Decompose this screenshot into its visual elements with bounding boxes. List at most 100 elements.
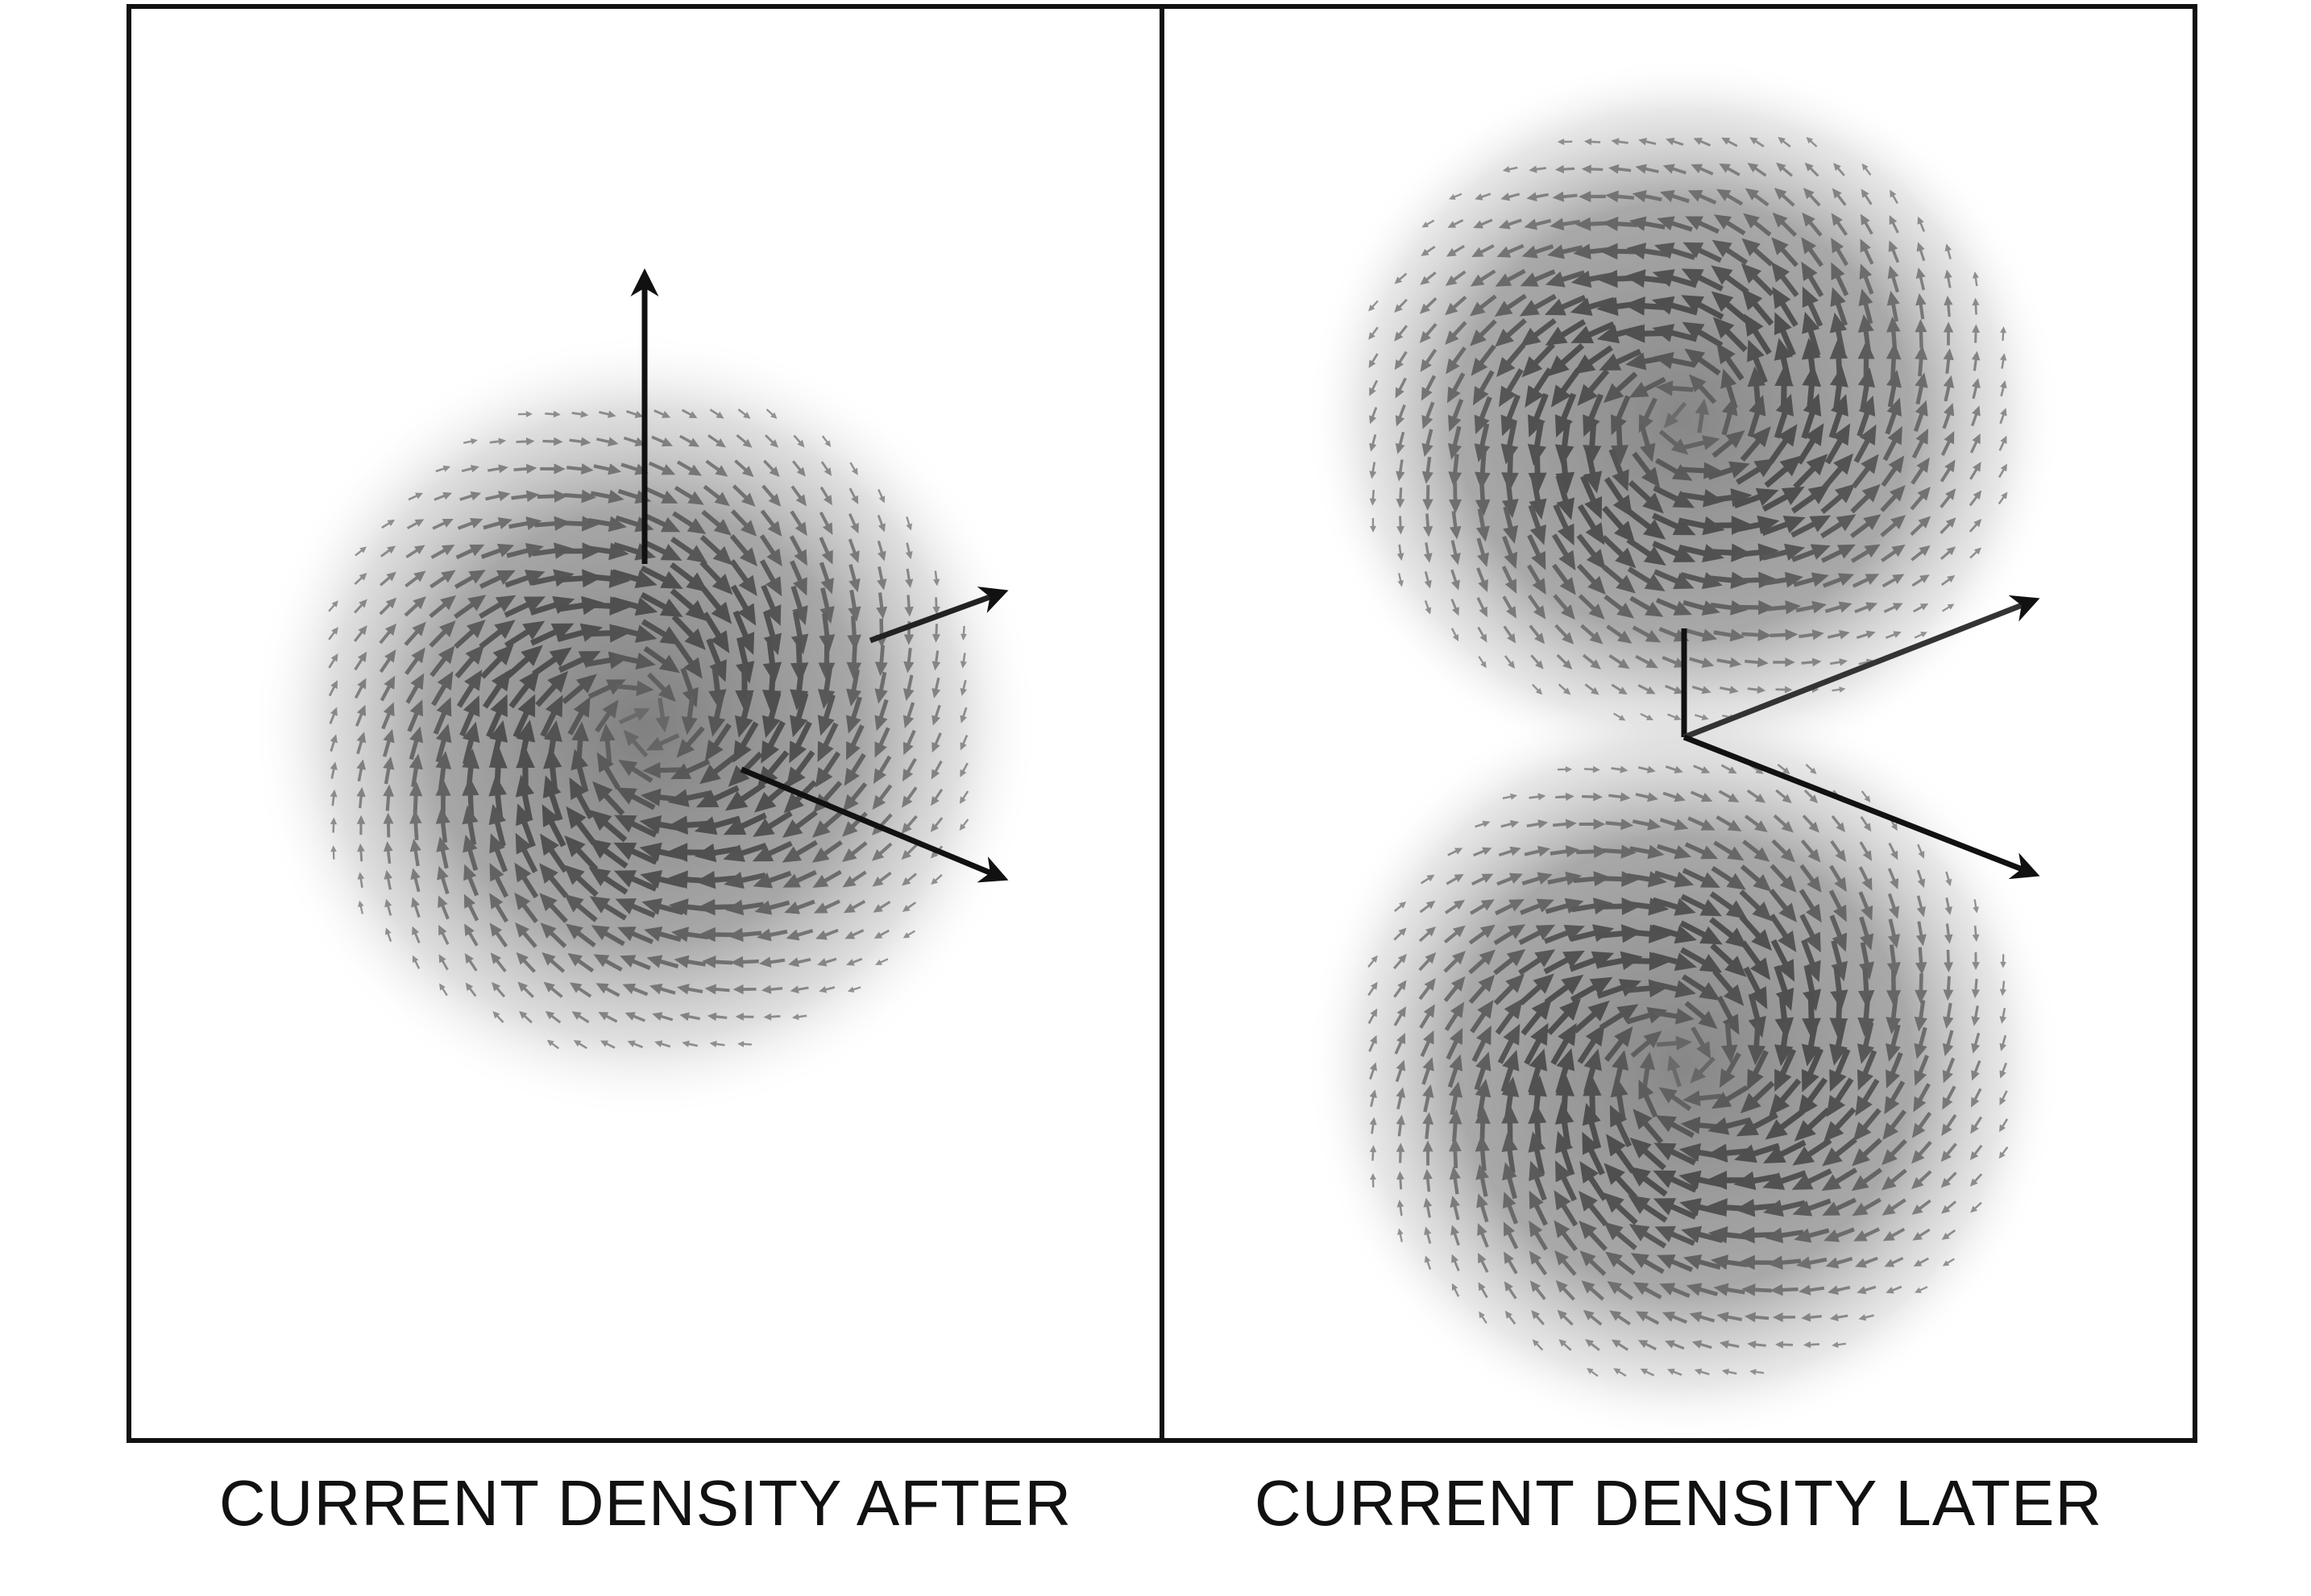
vector-arrow	[645, 487, 678, 504]
vector-arrow	[1447, 1054, 1463, 1088]
vector-arrow	[1418, 951, 1437, 972]
vector-arrow	[1855, 1078, 1880, 1117]
vector-arrow	[437, 865, 450, 894]
vector-arrow	[1857, 340, 1875, 382]
vector-arrow	[1665, 765, 1683, 773]
vector-arrow	[1716, 815, 1742, 831]
vector-arrow	[699, 535, 733, 566]
vector-arrow	[786, 750, 815, 789]
vector-arrow	[1369, 379, 1379, 396]
vector-arrow	[1743, 966, 1768, 1009]
vector-arrow	[1527, 420, 1547, 466]
vector-arrow	[1741, 288, 1774, 326]
vector-arrow	[843, 900, 866, 914]
vector-arrow	[1884, 1080, 1906, 1115]
vector-arrow	[463, 834, 479, 871]
vector-arrow	[1653, 1142, 1697, 1166]
vector-arrow	[902, 729, 916, 756]
vector-arrow	[627, 1040, 644, 1049]
vector-arrow	[1448, 454, 1463, 487]
vector-arrow	[1450, 1225, 1460, 1246]
vector-arrow	[1736, 1112, 1778, 1137]
vector-arrow	[669, 898, 712, 916]
vector-arrow	[1599, 1004, 1639, 1030]
vector-arrow	[931, 873, 943, 885]
vector-arrow	[1524, 218, 1552, 230]
vector-arrow	[736, 636, 755, 684]
vector-arrow	[1584, 765, 1600, 773]
vector-arrow	[1370, 517, 1376, 533]
vector-arrow	[671, 614, 706, 650]
vector-arrow	[1583, 446, 1603, 494]
vector-arrow	[1632, 819, 1662, 831]
vector-arrow	[464, 953, 478, 972]
vector-arrow	[1772, 212, 1798, 237]
vector-arrow	[1606, 624, 1633, 644]
vector-arrow	[1395, 377, 1407, 399]
vector-arrow	[593, 954, 623, 972]
vector-arrow	[1501, 1133, 1518, 1174]
vector-arrow	[960, 762, 969, 777]
vector-arrow	[1576, 844, 1608, 859]
vector-arrow	[1639, 423, 1656, 462]
vector-arrow	[1768, 424, 1798, 464]
vector-arrow	[1681, 1225, 1724, 1243]
vector-arrow	[1518, 949, 1556, 976]
vector-arrow	[541, 952, 566, 973]
vector-arrow	[543, 981, 563, 998]
vector-arrow	[1447, 218, 1464, 228]
vector-arrow	[1971, 1088, 1982, 1108]
vector-arrow	[877, 515, 886, 533]
vector-arrow	[1500, 1050, 1520, 1092]
vector-arrow	[757, 928, 788, 942]
vector-arrow	[1707, 1226, 1751, 1244]
vector-arrow	[960, 679, 968, 696]
vector-arrow	[623, 729, 649, 758]
vector-arrow	[1747, 366, 1765, 411]
vector-arrow	[1370, 1173, 1376, 1188]
vector-arrow	[1470, 1000, 1494, 1034]
vector-arrow	[1500, 421, 1519, 465]
vector-arrow	[873, 755, 892, 785]
vector-arrow	[1720, 686, 1739, 694]
vector-arrow	[1611, 138, 1628, 146]
vector-arrow	[1678, 1170, 1726, 1190]
vector-arrow	[1774, 365, 1794, 412]
vector-arrow	[1422, 1168, 1433, 1192]
vector-arrow	[1555, 1048, 1575, 1095]
vector-arrow	[667, 789, 713, 807]
vector-arrow	[1745, 188, 1770, 207]
vector-arrow	[1969, 1173, 1983, 1187]
vector-arrow	[623, 436, 646, 447]
vector-arrow	[1774, 1020, 1794, 1067]
vector-arrow	[405, 545, 425, 558]
vector-arrow	[1653, 1170, 1698, 1193]
vector-arrow	[1529, 1250, 1548, 1275]
vector-arrow	[694, 815, 741, 835]
vector-arrow	[1797, 1077, 1828, 1117]
vector-arrow	[1687, 816, 1716, 831]
vector-arrow	[381, 519, 396, 529]
vector-arrow	[1689, 657, 1715, 668]
vector-arrow	[409, 810, 422, 840]
vector-arrow	[1421, 375, 1437, 401]
vector-arrow	[1885, 631, 1902, 639]
vector-arrow	[1531, 1310, 1545, 1325]
vector-arrow	[434, 491, 453, 501]
vector-arrow	[1915, 973, 1927, 1004]
vector-arrow	[1604, 1221, 1637, 1250]
caption-after: CURRENT DENSITY AFTER	[218, 1467, 1073, 1539]
vector-arrow	[1495, 899, 1525, 916]
vector-arrow	[567, 696, 591, 736]
vector-arrow	[622, 983, 649, 997]
vector-arrow	[1716, 657, 1742, 668]
vector-arrow	[1500, 819, 1520, 828]
vector-arrow	[1828, 1285, 1851, 1295]
vector-arrow	[1475, 820, 1491, 828]
vector-arrow	[1941, 1229, 1956, 1240]
vector-arrow	[1471, 873, 1494, 886]
vector-arrow	[758, 956, 786, 968]
vector-arrow	[328, 627, 338, 640]
vector-arrow	[1555, 1280, 1575, 1301]
vector-arrow	[1917, 216, 1926, 232]
